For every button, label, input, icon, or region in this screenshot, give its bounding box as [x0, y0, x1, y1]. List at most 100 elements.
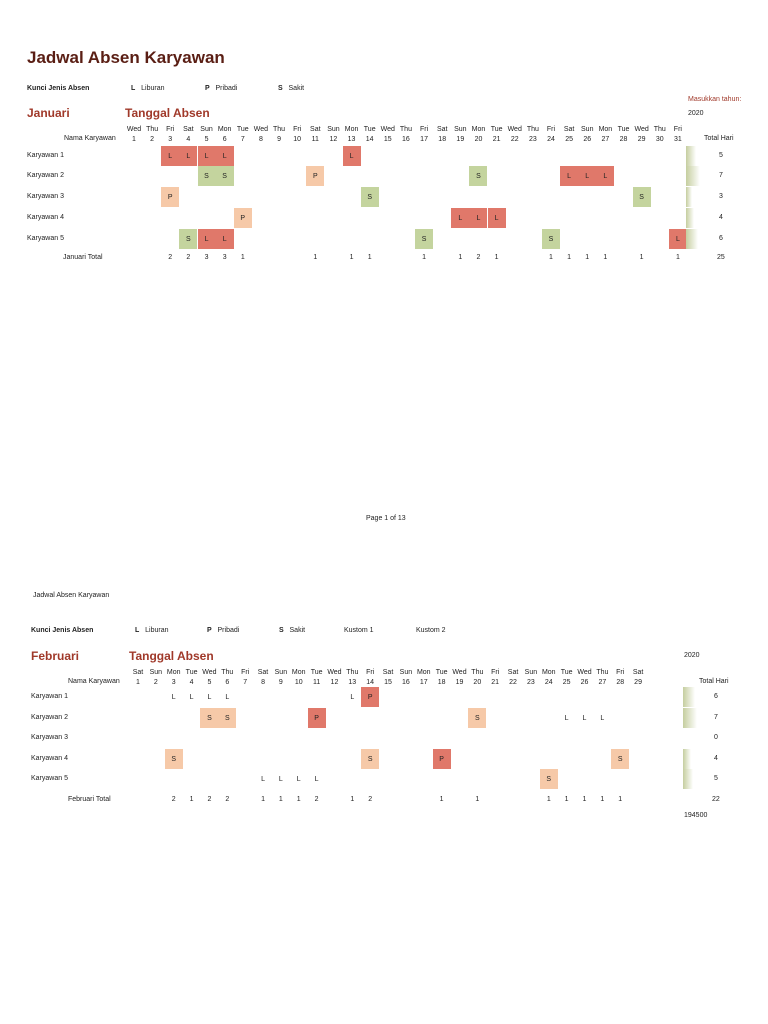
weekday-label: Fri — [491, 669, 500, 676]
day-number-label: 1 — [136, 679, 140, 686]
day-total: 2 — [225, 796, 230, 803]
absence-cell-l[interactable]: L — [451, 208, 470, 228]
absence-cell-s[interactable]: S — [179, 229, 198, 249]
absence-cell-l[interactable]: L — [225, 693, 230, 701]
absence-cell-l[interactable]: L — [296, 775, 301, 783]
absence-cell-s[interactable]: S — [164, 749, 183, 769]
weekday-label: Tue — [363, 126, 376, 133]
absence-cell-p[interactable]: P — [307, 708, 326, 728]
absence-cell-s[interactable]: S — [197, 166, 216, 186]
absence-cell-s[interactable]: S — [218, 708, 237, 728]
day-total: 1 — [546, 796, 551, 803]
absence-cell-l[interactable]: L — [668, 229, 687, 249]
year-input[interactable]: 2020 — [688, 110, 704, 117]
day-number-label: 28 — [616, 679, 625, 686]
absence-cell-l[interactable]: L — [278, 775, 283, 783]
absence-cell-s[interactable]: S — [361, 749, 380, 769]
weekday-label: Sat — [632, 669, 644, 676]
day-number-label: 6 — [225, 679, 230, 686]
absence-cell-l[interactable]: L — [596, 166, 615, 186]
weekday-label: Fri — [241, 669, 250, 676]
employee-name: Karyawan 2 — [31, 714, 68, 721]
absence-cell-l[interactable]: L — [350, 693, 355, 701]
weekday-label: Mon — [217, 126, 232, 133]
month-total-label: Januari Total — [63, 254, 103, 261]
absence-cell-s[interactable]: S — [611, 749, 630, 769]
day-total: 1 — [350, 796, 355, 803]
absence-cell-s[interactable]: S — [200, 708, 219, 728]
weekday-label: Mon — [344, 126, 359, 133]
day-number-label: 5 — [207, 679, 212, 686]
absence-cell-p[interactable]: P — [161, 187, 180, 207]
day-number-label: 29 — [634, 679, 642, 686]
absence-cell-l[interactable]: L — [564, 714, 569, 722]
absence-cell-l[interactable]: L — [578, 166, 597, 186]
total-data-bar — [683, 769, 693, 789]
weekday-label: Mon — [291, 669, 306, 676]
day-number-label: 26 — [583, 136, 592, 143]
absence-cell-l[interactable]: L — [207, 693, 212, 701]
year-input[interactable]: 2020 — [684, 652, 700, 659]
weekday-label: Tue — [310, 669, 323, 676]
absence-cell-l[interactable]: L — [342, 146, 361, 166]
absence-cell-l[interactable]: L — [179, 146, 198, 166]
weekday-label: Thu — [653, 126, 666, 133]
legend-label: Kunci Jenis Absen — [27, 85, 90, 92]
absence-cell-l[interactable]: L — [487, 208, 506, 228]
weekday-label: Wed — [452, 669, 467, 676]
day-total: 1 — [564, 796, 569, 803]
absence-cell-s[interactable]: S — [632, 187, 651, 207]
absence-cell-p[interactable]: P — [306, 166, 325, 186]
absence-cell-s[interactable]: S — [469, 166, 488, 186]
legend-custom-2: Kustom 2 — [416, 627, 446, 634]
absence-cell-s[interactable]: S — [539, 769, 558, 789]
section-title: Tanggal Absen — [125, 106, 210, 120]
absence-cell-l[interactable]: L — [189, 693, 194, 701]
absence-cell-s[interactable]: S — [360, 187, 379, 207]
day-number-label: 22 — [509, 679, 517, 686]
day-number-label: 12 — [330, 679, 339, 686]
absence-cell-l[interactable]: L — [215, 146, 234, 166]
absence-cell-l[interactable]: L — [314, 775, 319, 783]
absence-cell-l[interactable]: L — [560, 166, 579, 186]
weekday-label: Mon — [541, 669, 556, 676]
absence-cell-l[interactable]: L — [215, 229, 234, 249]
absence-cell-s[interactable]: S — [415, 229, 434, 249]
weekday-label: Sat — [257, 669, 269, 676]
absence-cell-l[interactable]: L — [171, 693, 176, 701]
day-number-label: 22 — [510, 136, 519, 143]
day-total: 1 — [600, 796, 605, 803]
day-number-label: 25 — [562, 679, 571, 686]
total-data-bar — [686, 208, 694, 228]
weekday-label: Wed — [126, 126, 142, 133]
legend-custom-1: Kustom 1 — [344, 627, 374, 634]
employee-total: 7 — [714, 714, 718, 721]
weekday-label: Sat — [563, 126, 575, 133]
weekday-label: Tue — [185, 669, 198, 676]
weekday-label: Thu — [596, 669, 609, 676]
absence-cell-l[interactable]: L — [469, 208, 488, 228]
day-total: 1 — [189, 796, 194, 803]
weekday-label: Sun — [149, 669, 163, 676]
absence-cell-l[interactable]: L — [600, 714, 605, 722]
weekday-label: Fri — [616, 669, 625, 676]
absence-cell-s[interactable]: S — [215, 166, 234, 186]
day-number-label: 29 — [637, 136, 646, 143]
absence-cell-p[interactable]: P — [233, 208, 252, 228]
absence-cell-l[interactable]: L — [261, 775, 265, 783]
weekday-label: Wed — [327, 669, 342, 676]
day-number-label: 11 — [312, 679, 321, 686]
absence-cell-l[interactable]: L — [582, 714, 587, 722]
absence-cell-l[interactable]: L — [161, 146, 180, 166]
absence-cell-l[interactable]: L — [197, 229, 216, 249]
weekday-label: Mon — [598, 126, 613, 133]
grand-total: 22 — [712, 796, 720, 803]
absence-cell-p[interactable]: P — [432, 749, 451, 769]
absence-cell-l[interactable]: L — [197, 146, 216, 166]
weekday-label: Fri — [166, 126, 175, 133]
day-number-label: 21 — [491, 679, 500, 686]
weekday-label: Sun — [274, 669, 288, 676]
absence-cell-s[interactable]: S — [541, 229, 560, 249]
absence-cell-p[interactable]: P — [361, 687, 380, 707]
absence-cell-s[interactable]: S — [468, 708, 487, 728]
